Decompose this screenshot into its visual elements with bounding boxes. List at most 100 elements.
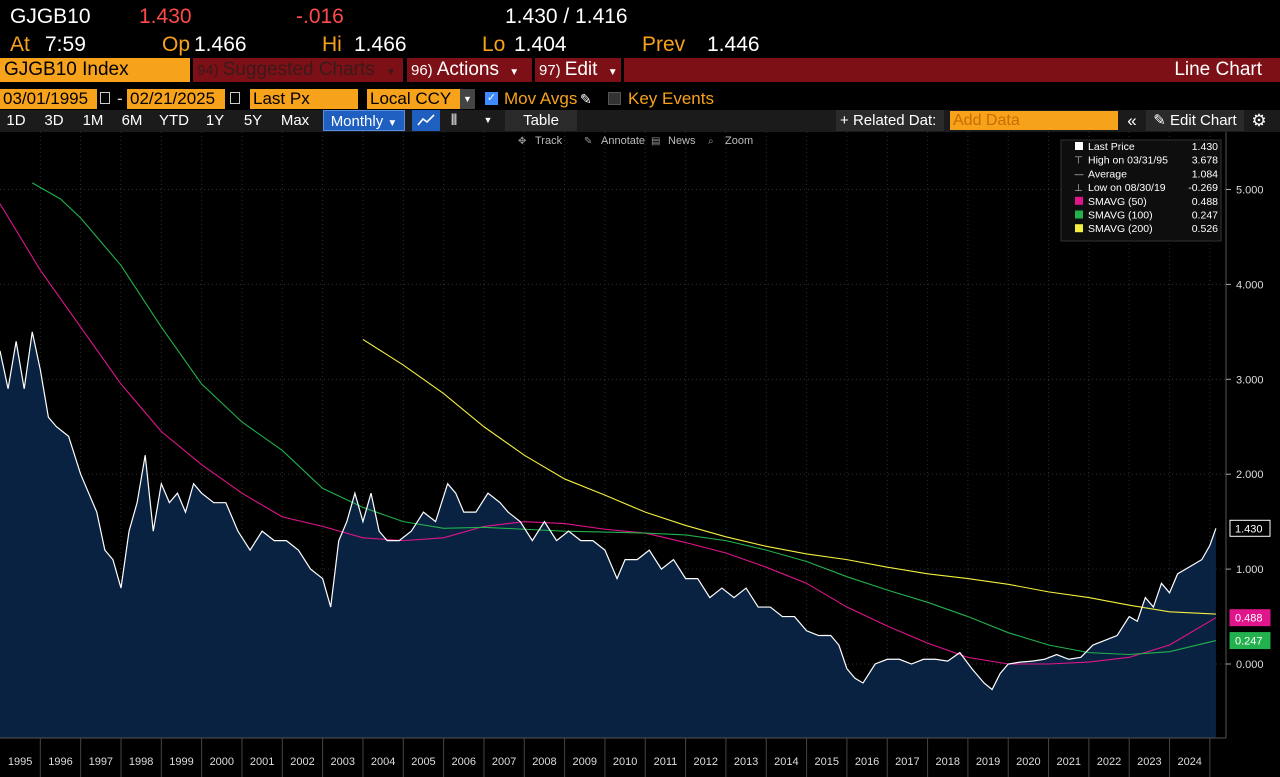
actions-label: Actions xyxy=(436,59,499,80)
edit-chart-button[interactable]: ✎ Edit Chart xyxy=(1146,110,1244,131)
field-select[interactable]: Last Px xyxy=(250,89,358,109)
gear-icon[interactable]: ⚙ xyxy=(1251,111,1267,130)
high-label: Hi xyxy=(322,33,342,56)
legend-label: Average xyxy=(1088,168,1127,180)
plus-icon: + xyxy=(840,112,849,129)
x-tick-label: 1997 xyxy=(89,756,113,768)
x-tick-label: 2023 xyxy=(1137,756,1161,768)
end-value-label: 0.488 xyxy=(1229,609,1271,627)
legend-swatch xyxy=(1075,196,1083,205)
open-value: 1.466 xyxy=(194,33,247,56)
table-button[interactable]: Table xyxy=(505,110,577,131)
y-tick-label: 4.000 xyxy=(1236,279,1264,291)
range-button-max[interactable]: Max xyxy=(280,112,310,129)
legend-value: 1.084 xyxy=(1192,168,1218,180)
y-tick-label: 3.000 xyxy=(1236,374,1264,386)
tool-track[interactable]: ✥ Track xyxy=(518,135,563,147)
chevron-down-icon: ▼ xyxy=(386,67,396,78)
edit-menu[interactable]: 97) Edit ▼ xyxy=(535,58,621,82)
legend-marker-icon: ⊤ xyxy=(1074,156,1083,167)
end-value-box xyxy=(1229,632,1271,650)
related-data-label: Related Dat: xyxy=(852,112,937,129)
legend-marker-icon: — xyxy=(1074,169,1084,180)
x-tick-label: 2015 xyxy=(815,756,839,768)
range-button-1m[interactable]: 1M xyxy=(82,112,104,129)
x-tick-label: 1995 xyxy=(8,756,32,768)
key-events-label[interactable]: Key Events xyxy=(628,89,714,108)
x-tick-label: 2018 xyxy=(935,756,959,768)
x-tick-label: 2001 xyxy=(250,756,274,768)
actions-menu[interactable]: 96) Actions ▼ xyxy=(407,58,532,82)
calendar-icon[interactable] xyxy=(100,92,110,104)
end-value-box xyxy=(1229,609,1271,627)
end-value-text: 0.247 xyxy=(1235,636,1263,648)
x-tick-label: 2004 xyxy=(371,756,395,768)
x-tick-label: 2019 xyxy=(976,756,1000,768)
security-field[interactable]: GJGB10 Index xyxy=(0,58,190,82)
frequency-select[interactable]: Monthly ▼ xyxy=(323,110,405,131)
price-chart[interactable]: 5.000 4.000 3.000 2.000 1.000 0.000 1.430 0.488… xyxy=(0,132,1280,777)
y-tick-label: 2.000 xyxy=(1236,469,1264,481)
range-button-1y[interactable]: 1Y xyxy=(205,112,225,129)
key-events-checkbox[interactable] xyxy=(608,92,621,105)
legend-value: 3.678 xyxy=(1192,155,1218,167)
chevron-down-icon[interactable]: ▼ xyxy=(483,115,493,125)
track-icon: ✥ xyxy=(518,136,526,147)
line-chart-icon[interactable] xyxy=(412,110,440,131)
y-tick-label: 0.000 xyxy=(1236,659,1264,671)
x-tick-label: 2020 xyxy=(1016,756,1040,768)
calendar-icon[interactable] xyxy=(230,92,240,104)
legend-label: SMAVG (50) xyxy=(1088,196,1147,208)
high-value: 1.466 xyxy=(354,33,407,56)
range-button-1d[interactable]: 1D xyxy=(6,112,26,129)
end-value-text: 0.488 xyxy=(1235,613,1263,625)
range-button-5y[interactable]: 5Y xyxy=(243,112,263,129)
chevron-down-icon[interactable]: ▼ xyxy=(460,89,475,109)
legend-label: SMAVG (200) xyxy=(1088,223,1153,235)
end-date-field[interactable]: 02/21/2025 xyxy=(127,89,225,109)
chart-params-row: 03/01/1995 - 02/21/2025 Last Px Local CC… xyxy=(0,89,1280,111)
legend-label: Last Price xyxy=(1088,141,1135,153)
range-toolbar: 1D 3D 1M 6M YTD 1Y 5Y Max Monthly ▼ ⫴ ▼ Table +… xyxy=(0,110,1280,132)
x-tick-label: 2008 xyxy=(532,756,556,768)
start-date-field[interactable]: 03/01/1995 xyxy=(0,89,97,109)
add-data-input[interactable]: Add Data xyxy=(950,111,1118,130)
range-button-6m[interactable]: 6M xyxy=(121,112,143,129)
x-tick-label: 2021 xyxy=(1056,756,1080,768)
legend-value: 1.430 xyxy=(1192,141,1218,153)
legend-label: SMAVG (100) xyxy=(1088,210,1153,222)
bar-chart-icon[interactable]: ⫴ xyxy=(450,112,458,129)
legend-marker-icon: ⊥ xyxy=(1074,183,1083,194)
suggested-charts-menu[interactable]: 94) Suggested Charts ▼ xyxy=(193,58,403,82)
chart-type-title: Line Chart xyxy=(624,58,1280,82)
tool-news[interactable]: ▤ News xyxy=(651,135,696,147)
collapse-icon[interactable]: « xyxy=(1127,111,1137,130)
low-value: 1.404 xyxy=(514,33,567,56)
tool-zoom[interactable]: ⌕ Zoom xyxy=(708,135,753,147)
x-tick-label: 2013 xyxy=(734,756,758,768)
currency-select[interactable]: Local CCY xyxy=(367,89,460,109)
related-data-button[interactable]: + Related Dat: xyxy=(836,110,944,131)
mov-avgs-checkbox[interactable]: ✓ xyxy=(485,92,498,105)
x-tick-label: 1996 xyxy=(48,756,72,768)
legend: Last Price 1.430 ⊤ High on 03/31/95 3.678 — Av… xyxy=(1060,139,1222,242)
x-tick-label: 2024 xyxy=(1177,756,1201,768)
range-button-3d[interactable]: 3D xyxy=(44,112,64,129)
pencil-icon[interactable]: ✎ xyxy=(580,91,592,107)
range-button-ytd[interactable]: YTD xyxy=(159,112,189,129)
mov-avgs-label[interactable]: Mov Avgs xyxy=(504,89,578,108)
zoom-icon: ⌕ xyxy=(708,136,714,147)
edit-chart-label: Edit Chart xyxy=(1170,112,1237,129)
x-tick-label: 1998 xyxy=(129,756,153,768)
suggested-num: 94) xyxy=(197,62,219,79)
end-value-box xyxy=(1229,519,1271,537)
x-tick-label: 2005 xyxy=(411,756,435,768)
price-area xyxy=(0,331,1216,738)
tool-annotate[interactable]: ✎ Annotate xyxy=(584,135,645,147)
prev-label: Prev xyxy=(642,33,686,56)
net-change: -.016 xyxy=(296,5,344,28)
edit-num: 97) xyxy=(539,62,561,79)
frequency-label: Monthly xyxy=(330,113,384,130)
tool-label: Annotate xyxy=(601,135,645,147)
sma100-line xyxy=(31,182,1217,656)
